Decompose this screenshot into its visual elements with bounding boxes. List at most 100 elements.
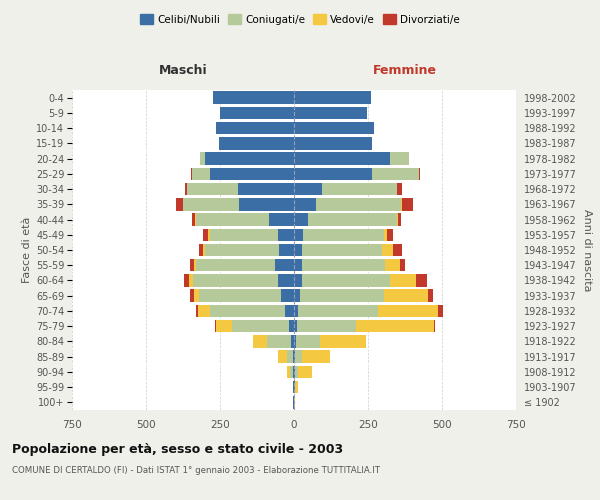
Bar: [294, 366, 295, 378]
Bar: [184, 274, 294, 286]
Bar: [293, 381, 294, 394]
Bar: [218, 137, 294, 149]
Bar: [294, 122, 374, 134]
Bar: [183, 198, 294, 210]
Bar: [294, 274, 427, 286]
Bar: [294, 137, 373, 149]
Bar: [212, 92, 294, 104]
Bar: [294, 396, 295, 408]
Bar: [203, 228, 294, 241]
Bar: [294, 198, 316, 210]
Bar: [278, 350, 294, 363]
Bar: [189, 274, 294, 286]
Bar: [199, 290, 294, 302]
Bar: [294, 106, 367, 119]
Bar: [294, 350, 330, 363]
Bar: [218, 137, 294, 149]
Bar: [205, 152, 294, 165]
Bar: [199, 244, 294, 256]
Bar: [294, 106, 367, 119]
Bar: [294, 168, 421, 180]
Y-axis label: Anni di nascita: Anni di nascita: [582, 209, 592, 291]
Bar: [268, 335, 294, 347]
Bar: [294, 335, 320, 347]
Bar: [294, 350, 295, 363]
Y-axis label: Fasce di età: Fasce di età: [22, 217, 32, 283]
Bar: [294, 152, 409, 165]
Bar: [185, 183, 294, 196]
Bar: [176, 198, 294, 210]
Bar: [200, 152, 294, 165]
Bar: [294, 152, 409, 165]
Bar: [294, 122, 374, 134]
Bar: [216, 320, 294, 332]
Bar: [294, 381, 298, 394]
Bar: [212, 92, 294, 104]
Bar: [194, 290, 294, 302]
Bar: [294, 228, 393, 241]
Bar: [215, 122, 294, 134]
Bar: [279, 244, 294, 256]
Bar: [294, 198, 413, 210]
Bar: [239, 198, 294, 210]
Bar: [294, 320, 356, 332]
Bar: [294, 304, 378, 317]
Bar: [220, 106, 294, 119]
Text: Femmine: Femmine: [373, 64, 437, 77]
Bar: [200, 152, 294, 165]
Bar: [281, 290, 294, 302]
Bar: [294, 152, 409, 165]
Bar: [294, 335, 296, 347]
Bar: [212, 92, 294, 104]
Bar: [294, 244, 402, 256]
Bar: [215, 122, 294, 134]
Bar: [238, 183, 294, 196]
Bar: [192, 168, 294, 180]
Bar: [203, 244, 294, 256]
Text: Maschi: Maschi: [158, 64, 208, 77]
Bar: [291, 335, 294, 347]
Bar: [293, 381, 294, 394]
Bar: [294, 137, 373, 149]
Bar: [191, 168, 294, 180]
Bar: [287, 366, 294, 378]
Bar: [294, 350, 302, 363]
Bar: [212, 92, 294, 104]
Bar: [220, 106, 294, 119]
Bar: [215, 320, 294, 332]
Bar: [193, 214, 294, 226]
Bar: [194, 259, 294, 272]
Bar: [187, 183, 294, 196]
Bar: [278, 228, 294, 241]
Bar: [232, 320, 294, 332]
Bar: [294, 366, 312, 378]
Bar: [294, 122, 374, 134]
Bar: [294, 106, 367, 119]
Bar: [294, 168, 419, 180]
Bar: [294, 290, 433, 302]
Bar: [294, 228, 384, 241]
Bar: [218, 137, 294, 149]
Bar: [294, 122, 374, 134]
Bar: [190, 290, 294, 302]
Bar: [294, 183, 397, 196]
Bar: [294, 137, 373, 149]
Bar: [294, 92, 371, 104]
Bar: [294, 228, 386, 241]
Text: Popolazione per età, sesso e stato civile - 2003: Popolazione per età, sesso e stato civil…: [12, 442, 343, 456]
Bar: [253, 335, 294, 347]
Bar: [220, 106, 294, 119]
Bar: [293, 366, 294, 378]
Bar: [220, 106, 294, 119]
Bar: [294, 274, 416, 286]
Bar: [294, 335, 365, 347]
Bar: [294, 366, 312, 378]
Bar: [294, 198, 401, 210]
Bar: [294, 320, 296, 332]
Bar: [294, 259, 385, 272]
Bar: [294, 183, 397, 196]
Bar: [285, 304, 294, 317]
Bar: [278, 274, 294, 286]
Bar: [294, 137, 373, 149]
Bar: [215, 122, 294, 134]
